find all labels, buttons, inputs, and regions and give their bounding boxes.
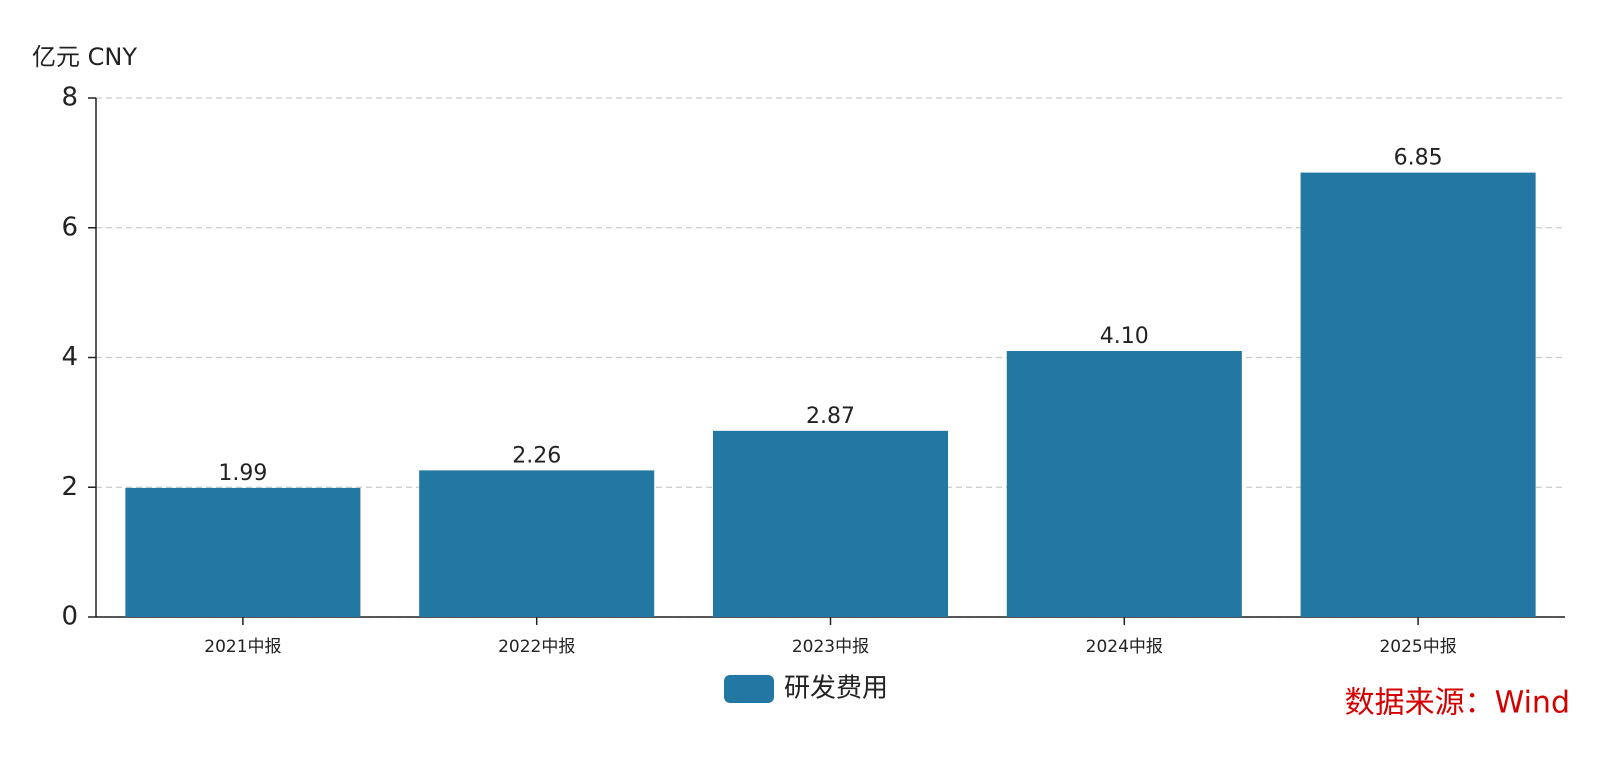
x-tick-label: 2024中报 — [1086, 637, 1163, 657]
value-label: 2.87 — [806, 404, 855, 429]
bar — [712, 430, 949, 617]
value-label: 1.99 — [218, 461, 267, 486]
bar — [1006, 351, 1242, 617]
y-tick-label: 4 — [61, 342, 78, 372]
legend-label: 研发费用 — [784, 674, 888, 704]
y-tick-label: 8 — [61, 83, 78, 113]
y-tick-label: 0 — [61, 602, 78, 632]
value-label: 2.26 — [512, 443, 561, 468]
value-label: 6.85 — [1394, 146, 1443, 171]
y-tick-label: 2 — [61, 472, 78, 502]
bar — [1300, 172, 1536, 617]
bar — [419, 470, 655, 617]
x-tick-label: 2022中报 — [498, 637, 575, 657]
value-label: 4.10 — [1100, 324, 1149, 349]
source-note: 数据来源：Wind — [1345, 686, 1570, 721]
bar — [125, 487, 361, 617]
y-tick-label: 6 — [61, 212, 78, 242]
x-tick-label: 2021中报 — [204, 637, 281, 657]
x-tick-label: 2025中报 — [1379, 637, 1456, 657]
legend-swatch — [724, 675, 774, 703]
y-axis-unit: 亿元 CNY — [32, 43, 137, 71]
x-tick-label: 2023中报 — [792, 637, 869, 657]
